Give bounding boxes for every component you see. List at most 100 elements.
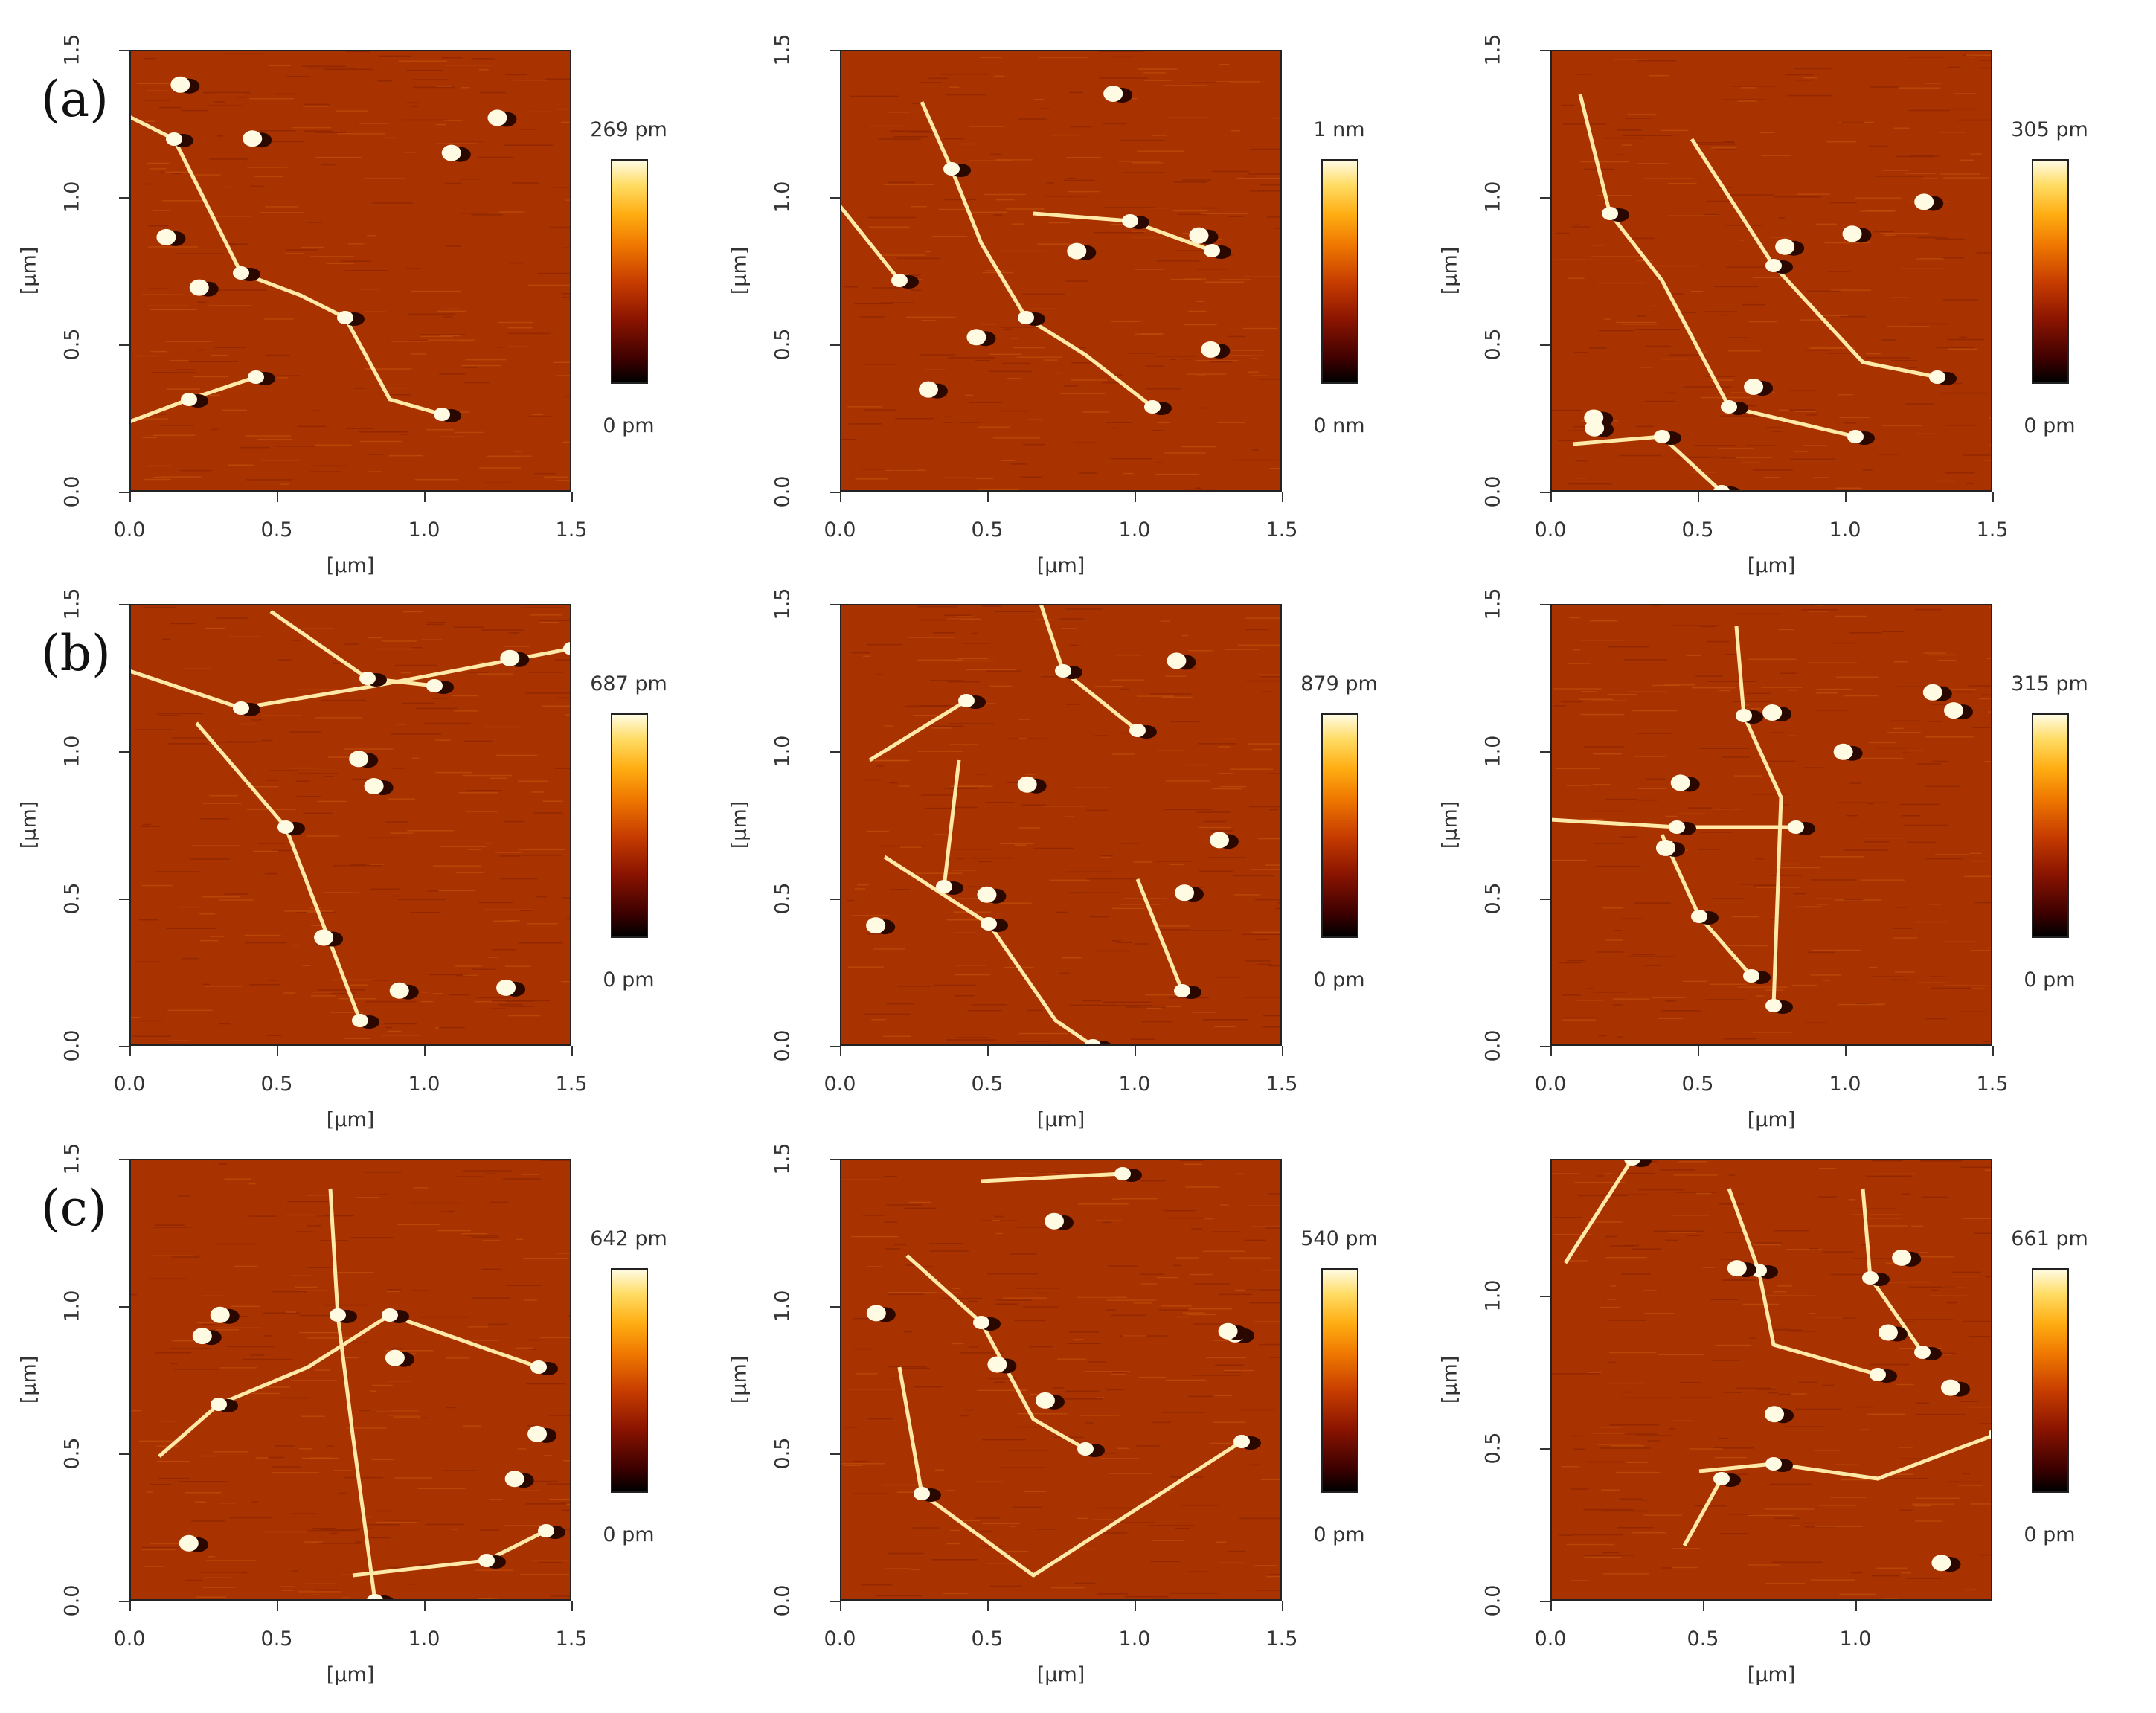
- y-tick-label: 0.5: [1481, 1432, 1505, 1465]
- y-tick-label: 0.5: [60, 882, 84, 915]
- protein-blob: [277, 820, 294, 834]
- x-tick-mark: [1698, 1046, 1699, 1056]
- dna-strand: [328, 1188, 377, 1601]
- y-tick-label: 1.5: [771, 33, 795, 66]
- x-tick-mark: [1992, 1046, 1994, 1056]
- protein-blob: [1602, 207, 1618, 220]
- particle-blob: [1762, 704, 1783, 721]
- protein-blob: [1713, 485, 1730, 492]
- protein-blob: [1018, 311, 1034, 324]
- protein-blob: [973, 1316, 989, 1329]
- x-axis-title: [µm]: [1747, 1663, 1796, 1686]
- afm-height-map: [1550, 604, 1992, 1046]
- particle-blob: [1189, 227, 1209, 244]
- colorbar-min-label: 0 pm: [1313, 1523, 1365, 1546]
- protein-blob: [958, 694, 975, 707]
- colorbar-max-label: 879 pm: [1300, 672, 1378, 695]
- height-colorbar: [2032, 1268, 2069, 1493]
- x-tick-label: 0.0: [824, 1073, 856, 1096]
- y-tick-label: 0.5: [771, 328, 795, 361]
- y-tick-mark: [119, 1046, 129, 1047]
- x-tick-label: 1.5: [555, 1073, 588, 1096]
- y-tick-label: 1.5: [771, 1142, 795, 1175]
- colorbar-min-label: 0 pm: [603, 968, 655, 992]
- protein-blob: [891, 274, 908, 287]
- particle-blob: [527, 1425, 548, 1442]
- protein-blob: [233, 266, 249, 280]
- y-tick-label: 0.0: [771, 475, 795, 508]
- particle-blob: [1655, 839, 1675, 856]
- x-tick-mark: [129, 1601, 131, 1611]
- x-tick-label: 1.0: [408, 1627, 440, 1651]
- x-tick-mark: [1135, 1601, 1136, 1611]
- y-tick-mark: [119, 1453, 129, 1455]
- afm-height-map: [129, 604, 571, 1046]
- x-tick-mark: [277, 492, 278, 502]
- y-tick-label: 1.0: [771, 1290, 795, 1322]
- particle-blob: [500, 649, 520, 666]
- x-tick-label: 0.5: [1681, 518, 1714, 541]
- particle-blob: [866, 917, 886, 934]
- y-tick-label: 0.5: [60, 328, 84, 361]
- y-tick-label: 0.5: [60, 1437, 84, 1470]
- y-tick-mark: [119, 50, 129, 51]
- protein-blob: [1204, 244, 1220, 257]
- protein-blob: [330, 1308, 346, 1322]
- y-tick-label: 0.0: [1481, 1584, 1505, 1617]
- colorbar-min-label: 0 nm: [1313, 414, 1365, 437]
- dna-strand: [1135, 878, 1184, 992]
- y-axis-title: [µm]: [1438, 246, 1462, 295]
- x-tick-label: 1.0: [1829, 1073, 1861, 1096]
- height-colorbar: [611, 713, 648, 938]
- y-tick-mark: [119, 197, 129, 199]
- x-tick-label: 0.5: [1687, 1627, 1719, 1651]
- afm-height-map: [129, 1159, 571, 1601]
- protein-blob: [981, 917, 997, 931]
- colorbar-min-label: 0 pm: [1313, 968, 1365, 992]
- x-tick-mark: [1845, 492, 1847, 502]
- x-tick-mark: [840, 492, 841, 502]
- colorbar-min-label: 0 pm: [603, 414, 655, 437]
- afm-height-map: [840, 1159, 1282, 1601]
- y-tick-label: 0.0: [1481, 475, 1505, 508]
- x-tick-mark: [840, 1601, 841, 1611]
- x-tick-label: 1.5: [555, 1627, 588, 1651]
- y-axis-title: [µm]: [17, 1355, 41, 1404]
- particle-blob: [1775, 238, 1795, 255]
- y-axis-title: [µm]: [1438, 1355, 1462, 1404]
- protein-blob: [1669, 820, 1685, 834]
- protein-blob: [181, 393, 197, 406]
- particle-blob: [1940, 1379, 1960, 1396]
- x-tick-label: 0.5: [260, 1073, 293, 1096]
- dna-strand: [1578, 94, 1856, 439]
- x-tick-label: 1.0: [1118, 1627, 1151, 1651]
- particle-blob: [966, 329, 986, 346]
- particle-blob: [1045, 1212, 1065, 1230]
- protein-blob: [1654, 430, 1670, 443]
- x-tick-label: 0.0: [1534, 1073, 1567, 1096]
- particle-blob: [496, 979, 516, 996]
- afm-height-map: [840, 604, 1282, 1046]
- particle-blob: [918, 381, 938, 398]
- particle-blob: [1727, 1260, 1747, 1277]
- protein-blob: [1144, 400, 1161, 414]
- dna-strand: [897, 1366, 1243, 1578]
- colorbar-max-label: 540 pm: [1300, 1227, 1378, 1250]
- afm-panel-b2: 0.0 0.5 1.0 1.5 0.0 0.5 1.0 1.5 [µm] [µm] 879 pm 0 …: [728, 588, 1466, 1154]
- y-tick-mark: [830, 1159, 840, 1160]
- particle-blob: [192, 1328, 212, 1345]
- dna-strand: [129, 115, 443, 417]
- y-tick-mark: [1540, 751, 1550, 753]
- x-tick-mark: [1282, 1046, 1283, 1056]
- particle-blob: [1922, 684, 1942, 701]
- protein-blob: [478, 1554, 495, 1567]
- y-tick-label: 1.5: [60, 588, 84, 620]
- y-tick-label: 0.5: [771, 882, 795, 915]
- colorbar-max-label: 269 pm: [590, 118, 667, 141]
- y-tick-label: 1.0: [1481, 735, 1505, 768]
- x-tick-label: 0.5: [260, 1627, 293, 1651]
- particle-blob: [866, 1305, 886, 1322]
- y-tick-mark: [1540, 50, 1550, 51]
- particle-blob: [1670, 774, 1690, 791]
- x-axis-title: [µm]: [326, 1663, 375, 1686]
